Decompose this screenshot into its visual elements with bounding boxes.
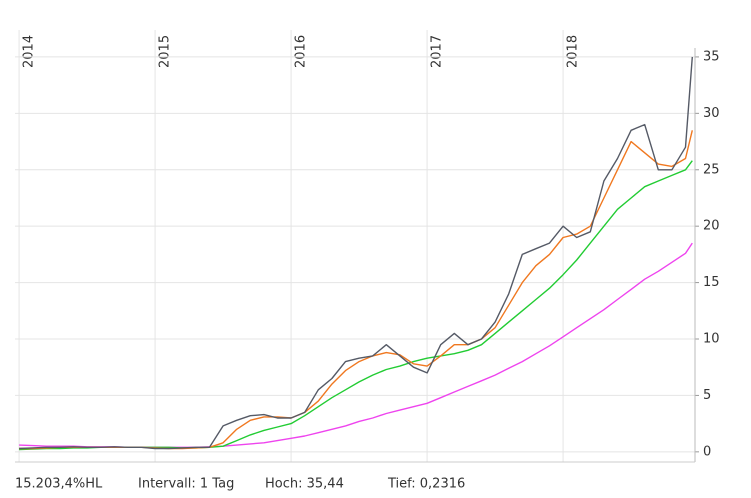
y-tick-label: 15 xyxy=(703,275,720,290)
series-line xyxy=(19,56,693,450)
y-tick-label: 20 xyxy=(703,219,720,234)
y-tick-label: 10 xyxy=(703,332,720,347)
x-tick-label: 2014 xyxy=(22,35,37,68)
y-tick-label: 25 xyxy=(703,162,720,177)
x-tick-label: 2015 xyxy=(158,35,173,68)
y-tick-label: 5 xyxy=(703,388,711,403)
footer-info: 15.203,4%HL xyxy=(15,477,103,492)
series-line xyxy=(19,130,693,450)
x-tick-label: 2016 xyxy=(294,35,309,68)
footer-info: Intervall: 1 Tag xyxy=(138,477,234,492)
series-line xyxy=(19,160,693,451)
y-tick-label: 35 xyxy=(703,49,720,64)
y-tick-label: 0 xyxy=(703,444,711,459)
footer: 15.203,4%HL Intervall: 1 Tag Hoch: 35,44 Ti… xyxy=(15,477,465,492)
y-tick-label: 30 xyxy=(703,106,720,121)
footer-info: Hoch: 35,44 xyxy=(265,477,344,492)
x-tick-label: 2018 xyxy=(566,35,581,68)
series-line xyxy=(19,242,693,448)
footer-info: Tief: 0,2316 xyxy=(387,477,465,492)
x-tick-label: 2017 xyxy=(430,35,445,68)
